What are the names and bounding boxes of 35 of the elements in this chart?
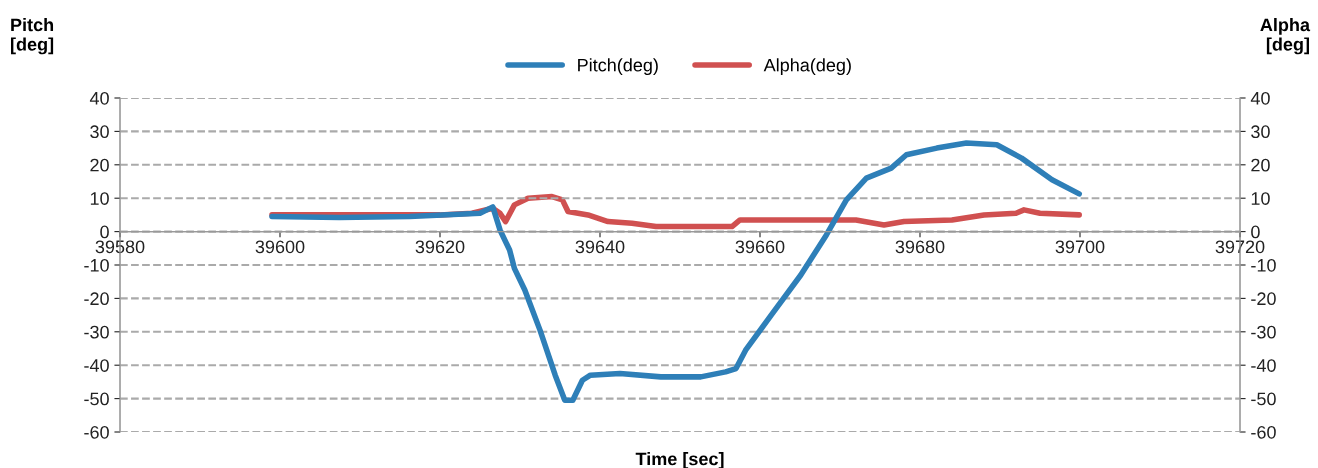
x-tick-label: 39600: [255, 240, 305, 254]
y-tick-label: 10: [90, 192, 109, 205]
y-tick-label: 0: [100, 225, 109, 239]
legend-label: Pitch(deg): [578, 58, 658, 76]
y2-tick-label: 30: [1251, 125, 1270, 139]
y-tick-label: -50: [84, 392, 109, 406]
y-tick-label: 20: [90, 158, 109, 172]
y2-axis-title: Alpha [deg]: [1260, 18, 1311, 55]
y2-tick-label: 40: [1250, 91, 1270, 105]
x-tick-label: 39640: [575, 240, 625, 254]
y2-tick-label: -60: [1251, 425, 1276, 439]
x-tick-label: 39700: [1055, 240, 1105, 254]
y-tick-label: -20: [84, 292, 109, 306]
y-axis-title: Pitch [deg]: [11, 18, 54, 55]
y2-tick-label: -30: [1251, 325, 1276, 339]
x-axis-title: Time [sec]: [635, 452, 724, 468]
y2-tick-label: -40: [1251, 359, 1276, 372]
x-tick-label: 39720: [1215, 240, 1265, 254]
y2-tick-label: 20: [1251, 158, 1270, 172]
y-tick-label: -40: [84, 359, 109, 372]
x-tick-label: 39680: [895, 240, 945, 254]
y2-tick-label: 10: [1251, 192, 1270, 205]
y2-tick-label: -50: [1251, 392, 1276, 406]
y-tick-label: 30: [90, 125, 109, 139]
y2-tick-label: -20: [1251, 292, 1276, 306]
x-tick-label: 39580: [95, 240, 145, 254]
y2-tick-label: -10: [1251, 258, 1276, 272]
y2-tick-label: 0: [1251, 225, 1260, 239]
x-tick-label: 39660: [735, 240, 785, 254]
y-tick-label: 40: [89, 91, 109, 105]
x-tick-label: 39620: [415, 240, 465, 254]
legend-label: Alpha(deg): [763, 58, 851, 76]
y-tick-label: -10: [84, 258, 109, 272]
y-tick-label: -30: [84, 325, 109, 339]
y-tick-label: -60: [84, 425, 109, 439]
